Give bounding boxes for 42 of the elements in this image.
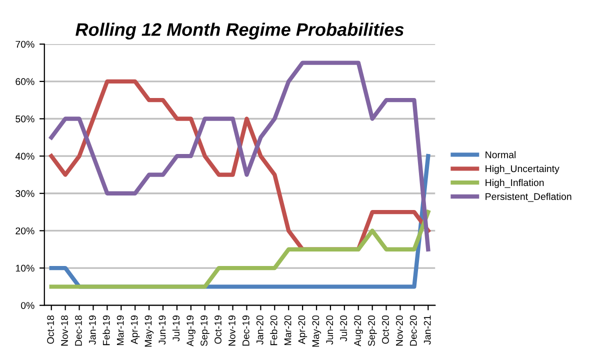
x-tick-label: Jan-19 bbox=[88, 316, 96, 345]
x-tick-label: Jan-21 bbox=[424, 316, 431, 345]
x-tick-label: Oct-19 bbox=[214, 316, 222, 344]
legend-label: Normal bbox=[486, 151, 516, 158]
x-tick-label: Nov-20 bbox=[396, 315, 403, 346]
x-tick-label: Nov-19 bbox=[228, 316, 236, 346]
x-tick-label: Aug-20 bbox=[354, 315, 363, 346]
x-tick-label: Jul-19 bbox=[172, 316, 180, 342]
x-tick-label: Sep-19 bbox=[200, 316, 210, 346]
y-tick-label: 20% bbox=[16, 227, 34, 234]
x-tick-label: Dec-18 bbox=[75, 315, 82, 346]
x-tick-label: Dec-20 bbox=[410, 315, 417, 346]
x-tick-label: Feb-20 bbox=[270, 315, 278, 346]
x-tick-label: Aug-19 bbox=[186, 316, 196, 346]
y-tick-label: 70% bbox=[16, 40, 34, 48]
y-tick-label: 0% bbox=[21, 302, 34, 309]
y-tick-label: 60% bbox=[16, 78, 34, 86]
x-tick-label: Oct-20 bbox=[382, 315, 389, 344]
y-tick-label: 10% bbox=[16, 264, 34, 272]
legend-label: Persistent_Deflation bbox=[486, 192, 572, 202]
x-tick-label: Jul-20 bbox=[340, 315, 348, 342]
x-tick-label: Jun-20 bbox=[326, 315, 334, 345]
line-series bbox=[49, 210, 430, 289]
x-tick-label: Mar-19 bbox=[116, 316, 124, 346]
x-tick-label: May-19 bbox=[144, 316, 154, 347]
x-tick-label: Mar-20 bbox=[284, 315, 292, 346]
x-tick-label: Oct-18 bbox=[47, 315, 54, 344]
x-tick-label: Feb-19 bbox=[102, 316, 110, 346]
x-tick-label: Sep-20 bbox=[368, 315, 377, 346]
x-tick-label: Nov-18 bbox=[61, 315, 68, 346]
x-tick-label: May-20 bbox=[312, 315, 322, 347]
legend-label: High_Uncertainty bbox=[486, 165, 560, 174]
x-tick-label: Apr-20 bbox=[298, 315, 308, 344]
x-tick-label: Apr-19 bbox=[130, 316, 140, 344]
x-tick-label: Jan-20 bbox=[256, 315, 264, 345]
x-tick-label: Jun-19 bbox=[158, 316, 166, 345]
chart-title: Rolling 12 Month Regime Probabilities bbox=[76, 22, 404, 40]
legend-label: High_Inflation bbox=[486, 178, 544, 188]
y-tick-label: 50% bbox=[16, 115, 34, 122]
y-tick-label: 30% bbox=[16, 190, 34, 198]
x-tick-label: Dec-19 bbox=[242, 316, 250, 346]
y-tick-label: 40% bbox=[15, 152, 34, 160]
